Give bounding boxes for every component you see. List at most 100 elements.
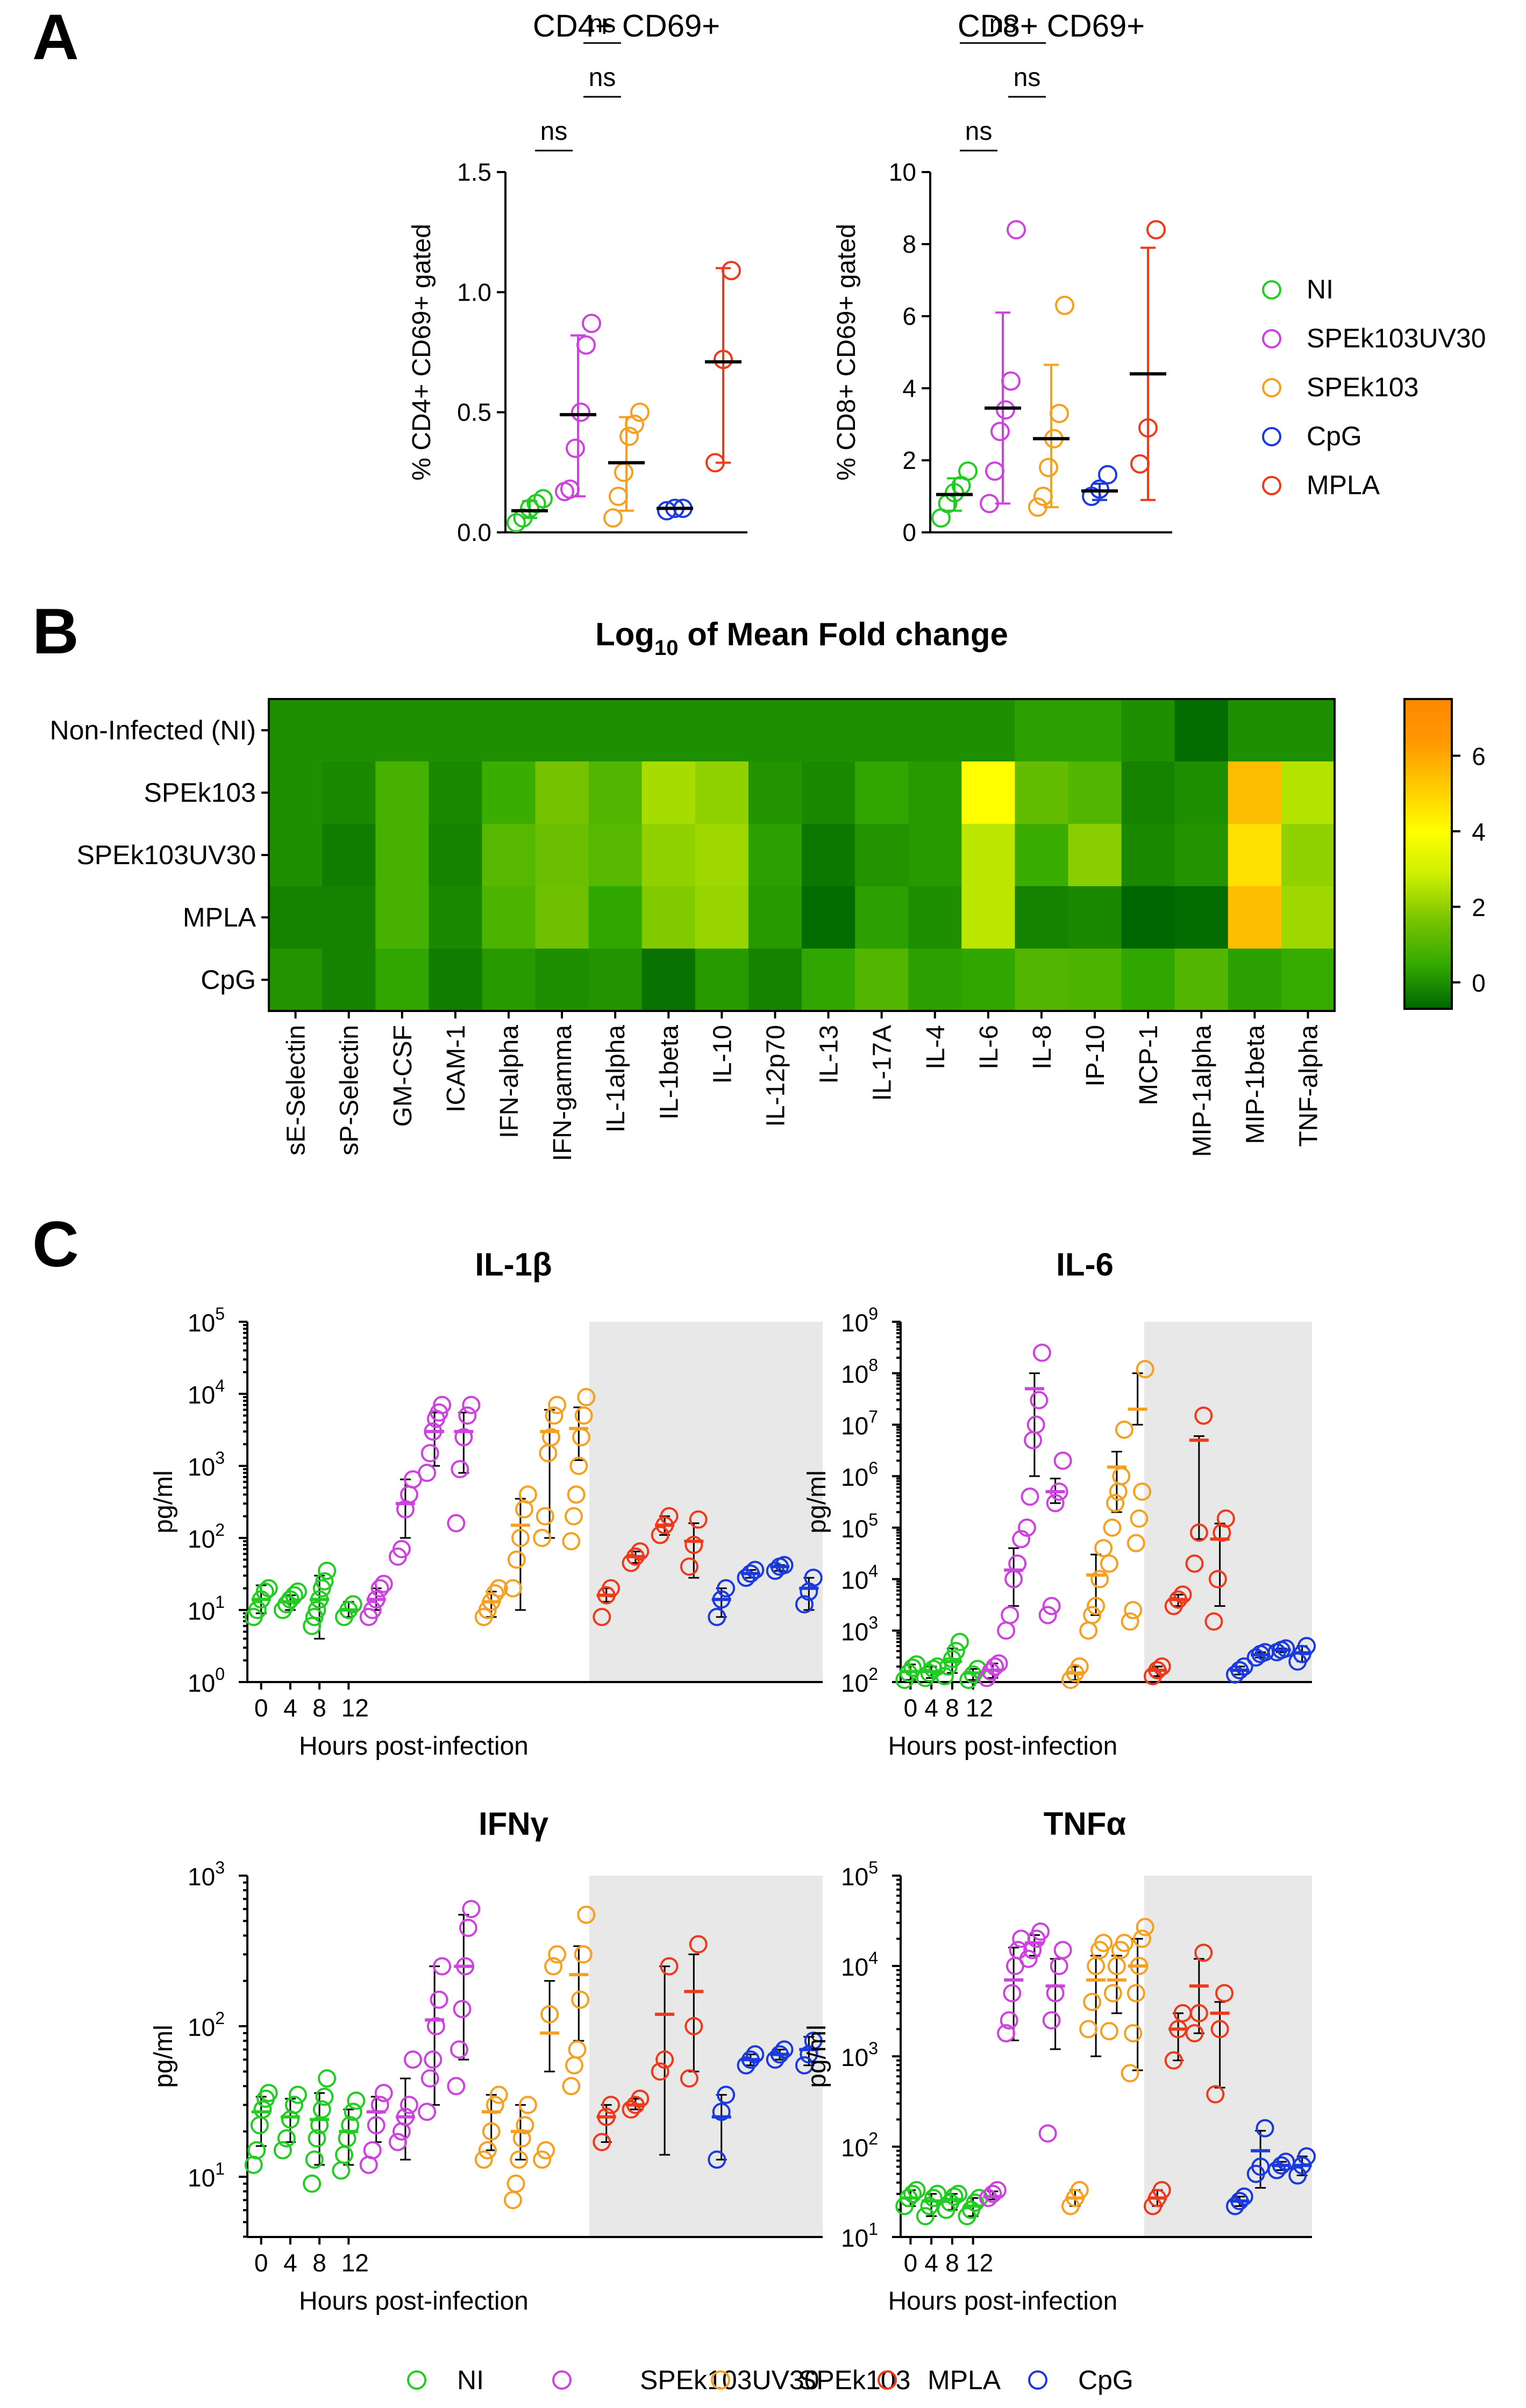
data-point	[451, 1460, 469, 1479]
y-tick-label-exponent: 1	[215, 2159, 225, 2178]
heatmap-cell	[802, 824, 855, 887]
heatmap-cell	[1121, 761, 1175, 824]
data-point	[631, 2089, 650, 2108]
data-point	[795, 1595, 814, 1614]
chart-title: CD8+ CD69+	[958, 9, 1145, 44]
heatmap-cell	[1174, 761, 1229, 824]
data-point	[478, 2141, 497, 2160]
legend-marker	[1262, 476, 1281, 495]
data-point	[689, 1935, 708, 1954]
heatmap-cell	[1228, 949, 1282, 1011]
data-point	[568, 2040, 587, 2059]
data-point	[1024, 1431, 1043, 1450]
chart-title: IFNγ	[479, 1806, 549, 1842]
row-label: Non-Infected (NI)	[50, 715, 256, 745]
data-point	[1042, 2011, 1061, 2030]
data-point	[536, 1507, 554, 1526]
data-point	[916, 2207, 935, 2226]
heatmap-cell	[855, 699, 909, 762]
data-point	[288, 1582, 307, 1601]
data-point	[303, 1616, 322, 1635]
data-point	[945, 483, 964, 503]
y-tick-label-base: 10	[841, 2043, 868, 2071]
heatmap-cell	[375, 699, 429, 762]
data-point	[308, 1601, 326, 1619]
data-point	[344, 1595, 362, 1614]
y-tick-label-base: 10	[841, 1669, 868, 1697]
y-tick-label: 2	[902, 446, 916, 474]
data-point	[288, 2085, 307, 2104]
data-point	[1189, 1523, 1208, 1542]
data-point	[655, 2050, 674, 2069]
heatmap-title-subscript: 10	[654, 636, 679, 660]
data-point	[614, 462, 633, 482]
data-point	[622, 2100, 640, 2119]
data-point	[945, 2187, 964, 2206]
legend-marker	[1028, 2370, 1047, 2390]
data-point	[564, 1507, 583, 1526]
data-point	[1194, 1406, 1213, 1425]
y-tick-label: 102	[841, 1664, 878, 1697]
heatmap-cell	[375, 824, 429, 887]
heatmap-title-main: Log	[595, 616, 654, 652]
legend-label: SPEk103UV30	[1307, 323, 1486, 353]
data-point	[1032, 1343, 1051, 1362]
data-point	[507, 2174, 525, 2193]
column-label: IL-8	[1028, 1025, 1057, 1070]
heatmap-cell	[1281, 761, 1335, 824]
heatmap-cell	[269, 699, 323, 762]
data-point	[958, 461, 978, 481]
data-point	[1215, 1984, 1234, 2003]
heatmap-cell	[695, 824, 749, 887]
heatmap-cell	[748, 886, 802, 949]
data-point	[533, 2150, 552, 2169]
x-tick-label: 8	[945, 1694, 959, 1722]
data-point	[544, 1957, 563, 1976]
heatmap-cell	[482, 824, 536, 887]
data-point	[447, 2077, 466, 2096]
data-point	[1083, 1606, 1102, 1625]
data-point	[474, 2150, 493, 2169]
legend-label: MPLA	[928, 2365, 1001, 2395]
data-point	[660, 1957, 679, 1976]
data-point	[420, 2069, 439, 2088]
heatmap-cell	[375, 886, 429, 949]
y-tick-label: 108	[841, 1356, 878, 1388]
heatmap-cell	[1281, 886, 1335, 949]
data-point	[1090, 479, 1109, 499]
data-point	[775, 2040, 794, 2059]
data-point	[453, 2000, 472, 2019]
data-point	[312, 2100, 331, 2119]
row-label: SPEk103	[144, 778, 256, 808]
heatmap-cell	[695, 761, 749, 824]
data-point	[571, 402, 590, 422]
data-point	[903, 2184, 922, 2203]
y-tick-label: 100	[188, 1664, 225, 1697]
data-point	[631, 1542, 650, 1561]
data-point	[625, 415, 644, 434]
data-point	[582, 314, 601, 333]
significance-label: ns	[589, 63, 616, 92]
y-axis-label: % CD4+ CD69+ gated	[408, 224, 436, 481]
heatmap-cell	[1174, 699, 1229, 762]
data-point	[602, 2096, 621, 2114]
column-label: MCP-1	[1135, 1025, 1163, 1105]
data-point	[1194, 1943, 1213, 1962]
y-tick-label: 102	[188, 2008, 225, 2041]
data-point	[565, 2056, 583, 2075]
y-tick-label: 103	[841, 2039, 878, 2071]
heatmap-cell	[855, 761, 909, 824]
heatmap-cell	[855, 949, 909, 1011]
data-point	[1038, 1606, 1057, 1625]
y-tick-label-base: 10	[841, 2224, 868, 2252]
data-point	[450, 2040, 468, 2059]
cytokine-heatmap: Log10 of Mean Fold change Non-Infected (N…	[50, 616, 1486, 1161]
y-tick-label: 0.5	[457, 398, 491, 426]
y-tick-label-base: 10	[188, 2013, 215, 2041]
data-point	[560, 479, 580, 499]
y-tick-label-base: 10	[188, 1381, 215, 1409]
data-point	[250, 2116, 269, 2135]
data-point	[1042, 1597, 1061, 1615]
data-point	[576, 335, 596, 355]
